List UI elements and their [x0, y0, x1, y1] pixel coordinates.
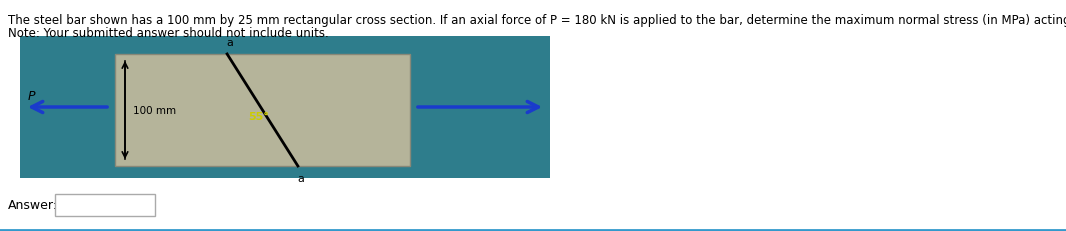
- Text: 55°: 55°: [248, 112, 269, 122]
- Bar: [55, 194, 155, 216]
- Bar: [115, 55, 410, 166]
- Text: P: P: [28, 89, 35, 102]
- Bar: [20, 37, 550, 178]
- Text: Note: Your submitted answer should not include units.: Note: Your submitted answer should not i…: [9, 27, 328, 40]
- Text: The steel bar shown has a 100 mm by 25 mm rectangular cross section. If an axial: The steel bar shown has a 100 mm by 25 m…: [9, 14, 1066, 27]
- Text: a: a: [297, 173, 304, 183]
- Text: a: a: [227, 38, 233, 48]
- Text: Answer:: Answer:: [9, 199, 58, 212]
- Text: 100 mm: 100 mm: [133, 106, 176, 116]
